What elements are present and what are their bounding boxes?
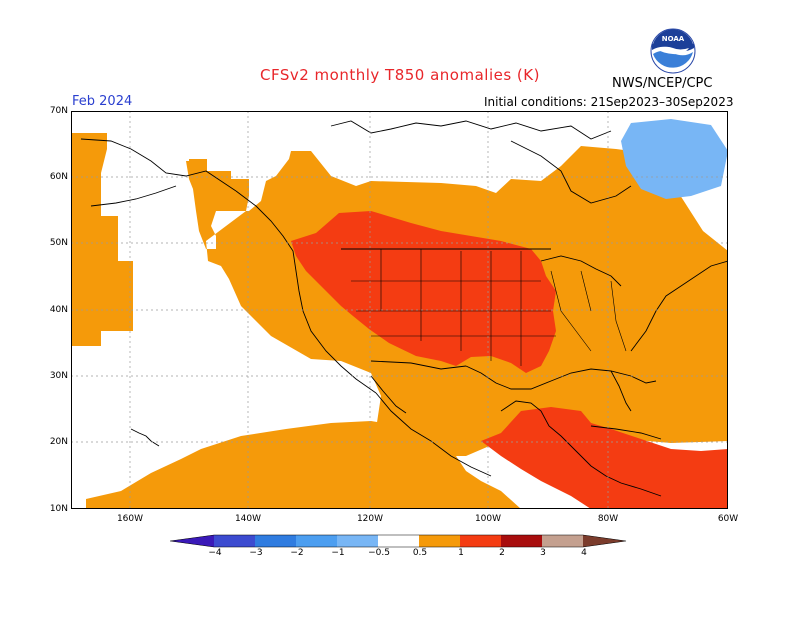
org-label: NWS/NCEP/CPC	[612, 76, 713, 91]
colorbar-segment	[296, 535, 337, 547]
lon-label: 60W	[717, 514, 739, 524]
colorbar-tick: 1	[458, 548, 464, 558]
colorbar-tick: −4	[208, 548, 222, 558]
colorbar-segment	[255, 535, 296, 547]
noaa-logo: NOAA	[650, 28, 696, 74]
colorbar-segment	[337, 535, 378, 547]
colorbar-segment	[460, 535, 501, 547]
colorbar-tick: 0.5	[412, 548, 428, 558]
colorbar-tick: 4	[581, 548, 587, 558]
anomaly-band-blue	[621, 119, 728, 199]
colorbar-segment	[501, 535, 542, 547]
initial-conditions: Initial conditions: 21Sep2023–30Sep2023	[484, 95, 734, 109]
colorbar-segment	[214, 535, 255, 547]
forecast-month: Feb 2024	[72, 94, 133, 109]
lon-label: 160W	[116, 514, 144, 524]
lat-label: 20N	[49, 437, 68, 447]
colorbar-segment	[583, 535, 626, 547]
lat-label: 40N	[49, 305, 68, 315]
lat-label: 70N	[49, 106, 68, 116]
lon-label: 120W	[356, 514, 384, 524]
anomaly-band-red	[291, 211, 728, 509]
map-frame	[71, 111, 728, 509]
lat-label: 60N	[49, 172, 68, 182]
lon-label: 80W	[597, 514, 619, 524]
graticule	[71, 111, 728, 509]
coastlines	[80, 120, 728, 497]
logo-text: NOAA	[662, 35, 685, 43]
colorbar-tick: 3	[540, 548, 546, 558]
colorbar-segment	[378, 535, 419, 547]
colorbar-tick: −2	[290, 548, 304, 558]
colorbar	[170, 534, 627, 548]
colorbar-segment	[170, 535, 214, 547]
map-title: CFSv2 monthly T850 anomalies (K)	[260, 66, 540, 84]
anomaly-map	[71, 111, 728, 509]
lat-label: 50N	[49, 238, 68, 248]
lon-label: 140W	[234, 514, 262, 524]
lat-label: 10N	[49, 504, 68, 514]
colorbar-tick: 2	[499, 548, 505, 558]
state-borders	[351, 249, 627, 366]
colorbar-tick: −3	[249, 548, 263, 558]
lat-label: 30N	[49, 371, 68, 381]
colorbar-tick: −1	[331, 548, 345, 558]
colorbar-tick: −0.5	[368, 548, 390, 558]
colorbar-segment	[542, 535, 583, 547]
colorbar-segment	[419, 535, 460, 547]
lon-label: 100W	[474, 514, 502, 524]
